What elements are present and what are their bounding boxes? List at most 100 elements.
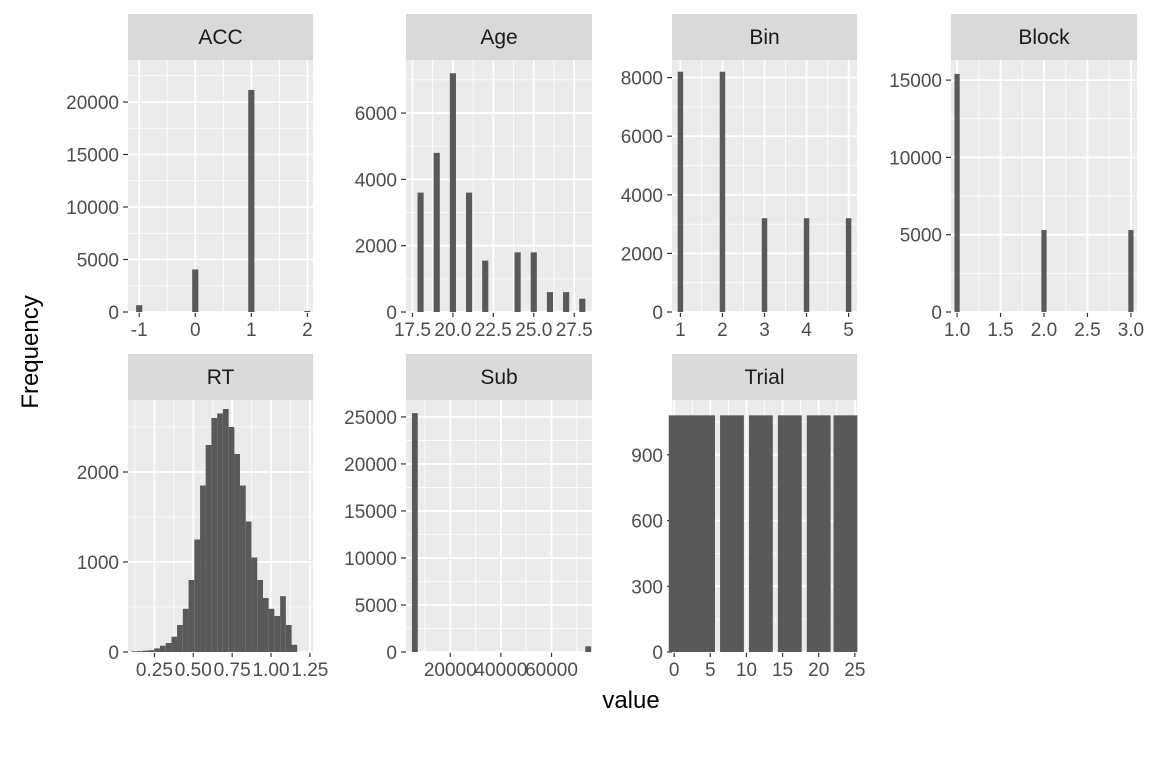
histogram-bar <box>677 71 684 312</box>
y-tick-label: 10000 <box>889 148 942 169</box>
facet-label-bin: Bin <box>749 26 779 49</box>
y-tick-label: 8000 <box>621 69 663 90</box>
x-tick-label: 27.5 <box>556 320 593 341</box>
facet-strip-sub <box>406 354 592 400</box>
x-tick-label: 60000 <box>525 660 578 681</box>
histogram-bar <box>205 445 212 652</box>
x-tick-label: 2 <box>302 320 313 341</box>
y-tick-label: 20000 <box>344 455 397 476</box>
x-tick-label: 2.0 <box>1031 320 1057 341</box>
x-tick-label: 1 <box>246 320 257 341</box>
histogram-bar <box>200 485 206 652</box>
histogram-bar <box>234 454 240 652</box>
y-tick-label: 15000 <box>66 146 119 167</box>
x-tick-label: 20000 <box>424 660 477 681</box>
histogram-bar <box>514 252 521 312</box>
x-tick-label: 3.0 <box>1118 320 1144 341</box>
histogram-bar <box>1041 230 1047 312</box>
x-tick-label: 22.5 <box>475 320 512 341</box>
x-tick-label: 2 <box>717 320 728 341</box>
x-tick-label: 1.0 <box>944 320 970 341</box>
histogram-bar <box>222 409 229 652</box>
y-tick-label: 4000 <box>621 186 663 207</box>
x-tick-label: 3 <box>759 320 770 341</box>
y-tick-label: 900 <box>631 446 663 467</box>
y-tick-label: 2000 <box>355 237 397 258</box>
x-axis-title: value <box>602 687 659 714</box>
y-tick-label: 25000 <box>344 408 397 429</box>
facet-strip-age <box>406 14 592 60</box>
x-tick-label: 0.50 <box>175 660 212 681</box>
histogram-bar <box>182 608 189 652</box>
facet-label-sub: Sub <box>480 366 517 389</box>
x-tick-label: 15 <box>772 660 793 681</box>
histogram-bar <box>188 580 195 652</box>
facet-panel-bin: Bin 1 2 3 4 5 0 2000 4000 6000 8000 <box>621 14 857 341</box>
facet-panel-acc: ACC -1 0 1 2 0 5000 10000 15000 20000 <box>66 14 313 341</box>
y-tick-label: 5000 <box>355 596 397 617</box>
y-tick-label: 0 <box>652 643 663 664</box>
histogram-bar <box>833 415 858 652</box>
histogram-bar <box>257 580 264 652</box>
y-tick-label: 20000 <box>66 93 119 114</box>
y-axis-title: Frequency <box>17 295 44 408</box>
facet-panel-rt: RT 0.25 0.50 0.75 1.00 1.25 0 1000 2000 <box>77 354 328 681</box>
histogram-bar <box>136 305 143 312</box>
x-tick-label: 1.25 <box>291 660 328 681</box>
x-tick-label: -1 <box>131 320 148 341</box>
histogram-bar <box>131 651 138 652</box>
histogram-bar <box>546 292 554 312</box>
y-tick-label: 5000 <box>900 226 942 247</box>
facet-label-block: Block <box>1018 26 1070 49</box>
y-tick-label: 0 <box>108 303 119 324</box>
y-tick-label: 300 <box>631 577 663 598</box>
x-tick-label: 20 <box>808 660 829 681</box>
y-tick-label: 15000 <box>889 71 942 92</box>
histogram-bar <box>761 218 768 312</box>
histogram-bar <box>268 608 275 652</box>
x-tick-label: 1.5 <box>987 320 1013 341</box>
facet-panel-trial: Trial 0 5 10 15 20 25 0 300 600 900 <box>631 354 865 681</box>
histogram-bar <box>449 73 456 313</box>
histogram-bar <box>165 643 172 652</box>
x-tick-label: 10 <box>736 660 757 681</box>
x-tick-label: 25.0 <box>515 320 552 341</box>
histogram-bar <box>954 73 960 312</box>
y-tick-label: 5000 <box>77 251 119 272</box>
facet-label-trial: Trial <box>744 366 784 389</box>
x-tick-label: 25 <box>844 660 865 681</box>
histogram-bar <box>245 521 252 652</box>
facet-strip-trial <box>672 354 857 400</box>
histogram-bar <box>251 557 258 652</box>
x-tick-label: 2.5 <box>1074 320 1100 341</box>
y-tick-label: 2000 <box>77 463 119 484</box>
facet-label-rt: RT <box>207 366 235 389</box>
facet-panel-age: Age 17.5 20.0 22.5 25.0 27.5 0 2000 4000 6000 <box>355 14 593 341</box>
histogram-bar <box>719 71 726 312</box>
x-tick-label: 17.5 <box>394 320 431 341</box>
x-tick-label: 40000 <box>474 660 527 681</box>
histogram-bar <box>433 152 440 312</box>
y-tick-label: 0 <box>386 643 397 664</box>
facet-strip-bin <box>672 14 857 60</box>
panel-background <box>406 400 592 652</box>
facet-label-age: Age <box>480 26 517 49</box>
y-tick-label: 6000 <box>355 104 397 125</box>
y-tick-label: 0 <box>386 303 397 324</box>
y-tick-label: 10000 <box>344 549 397 570</box>
histogram-bar <box>137 651 143 652</box>
panel-background <box>128 60 313 312</box>
histogram-bar <box>211 418 218 652</box>
x-tick-label: 0 <box>190 320 201 341</box>
y-tick-label: 15000 <box>344 502 397 523</box>
y-tick-label: 4000 <box>355 170 397 191</box>
histogram-bar <box>668 415 693 652</box>
x-tick-label: 4 <box>801 320 812 341</box>
y-tick-label: 2000 <box>621 244 663 265</box>
histogram-bar <box>845 218 852 312</box>
histogram-bar <box>304 310 311 312</box>
histogram-bar <box>482 260 489 312</box>
histogram-bar <box>192 269 199 312</box>
histogram-bar <box>1128 230 1134 312</box>
histogram-bar <box>217 413 223 652</box>
